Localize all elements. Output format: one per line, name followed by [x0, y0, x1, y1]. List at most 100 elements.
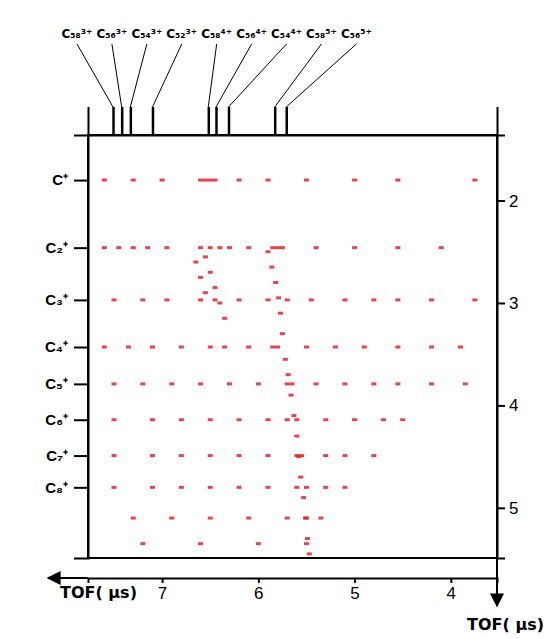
point — [429, 346, 434, 349]
x-axis-title: TOF( μs) — [60, 583, 137, 602]
tick-mark — [121, 107, 124, 135]
point — [208, 454, 213, 457]
point — [102, 179, 107, 182]
leader-line — [208, 44, 216, 107]
tick-label: C₅₈⁵⁺ — [306, 27, 337, 41]
point — [111, 454, 116, 457]
point — [342, 486, 347, 489]
point — [314, 246, 319, 249]
tick-label: C₅₂³⁺ — [166, 27, 197, 41]
point — [198, 179, 203, 182]
point — [296, 455, 301, 458]
tick-mark — [354, 578, 356, 583]
point — [276, 296, 281, 299]
point — [179, 486, 184, 489]
point — [265, 454, 270, 457]
point — [400, 418, 405, 421]
tick-label: C₈⁺ — [45, 479, 68, 496]
point — [371, 382, 376, 385]
leader-line — [216, 44, 252, 107]
point — [169, 517, 174, 520]
point — [283, 358, 288, 361]
tick: 4 — [497, 396, 518, 415]
tick: C₇⁺ — [46, 447, 88, 464]
tick — [122, 107, 123, 135]
tick-label: C₅₆⁴⁺ — [236, 27, 267, 41]
point — [395, 179, 400, 182]
tick: 5 — [350, 578, 359, 603]
tick-label: C₅₆³⁺ — [96, 27, 127, 41]
point — [298, 476, 303, 479]
tick-mark — [74, 347, 88, 349]
tick: C₄⁺ — [45, 338, 88, 355]
point — [213, 179, 218, 182]
tick-label: 7 — [158, 584, 167, 603]
tick-mark — [74, 299, 88, 301]
point — [352, 246, 357, 249]
point — [237, 454, 242, 457]
point — [280, 332, 285, 335]
point — [429, 298, 434, 301]
tick-label: C₅⁺ — [45, 375, 68, 392]
point — [111, 418, 116, 421]
point — [237, 298, 242, 301]
point — [381, 418, 386, 421]
tick-mark — [274, 107, 277, 135]
point — [111, 382, 116, 385]
point — [140, 382, 145, 385]
tick-label: 2 — [509, 191, 518, 210]
point — [217, 246, 222, 249]
point — [342, 298, 347, 301]
x2-axis — [89, 107, 498, 136]
point — [227, 382, 232, 385]
point — [289, 394, 294, 397]
point — [304, 542, 309, 545]
tick-label: C₅₄⁴⁺ — [271, 27, 302, 41]
point — [198, 382, 203, 385]
tick: C₂⁺ — [46, 239, 89, 256]
point — [290, 382, 295, 385]
point — [150, 418, 155, 421]
tick-label: C₅₆⁵⁺ — [341, 27, 372, 41]
tick-mark — [208, 107, 211, 135]
tick-mark — [450, 578, 452, 583]
y2-axis: 2345 — [497, 136, 518, 559]
axis-arrow — [496, 558, 498, 606]
point — [273, 281, 278, 284]
tick-mark — [497, 200, 505, 202]
tick-mark — [152, 107, 155, 135]
point — [275, 246, 280, 249]
point — [237, 486, 242, 489]
tick-mark — [215, 107, 218, 135]
point — [208, 346, 213, 349]
point — [463, 382, 468, 385]
tick-label: C₆⁺ — [45, 411, 68, 428]
point — [222, 317, 227, 320]
point — [256, 542, 261, 545]
point — [131, 246, 136, 249]
point — [285, 382, 290, 385]
point — [179, 418, 184, 421]
tick-mark — [130, 107, 133, 135]
leader-line — [77, 44, 113, 107]
point — [102, 346, 107, 349]
plot-background — [88, 135, 497, 558]
tick — [152, 107, 153, 135]
point — [352, 179, 357, 182]
leader-line — [112, 44, 122, 107]
point — [208, 486, 213, 489]
point — [323, 454, 328, 457]
point — [164, 298, 169, 301]
tick-mark — [74, 247, 88, 249]
point — [116, 246, 121, 249]
point — [111, 486, 116, 489]
point — [246, 346, 251, 349]
axis-line — [74, 136, 89, 559]
point — [265, 418, 270, 421]
point — [246, 246, 251, 249]
tick: 4 — [447, 578, 456, 603]
tick-label: C₅₈³⁺ — [62, 27, 93, 41]
point — [304, 486, 309, 489]
x-axis: 7654 — [89, 578, 498, 603]
x2-labels: C₅₈³⁺C₅₆³⁺C₅₄³⁺C₅₂³⁺C₅₈⁴⁺C₅₆⁴⁺C₅₄⁴⁺C₅₈⁵⁺… — [62, 27, 372, 107]
